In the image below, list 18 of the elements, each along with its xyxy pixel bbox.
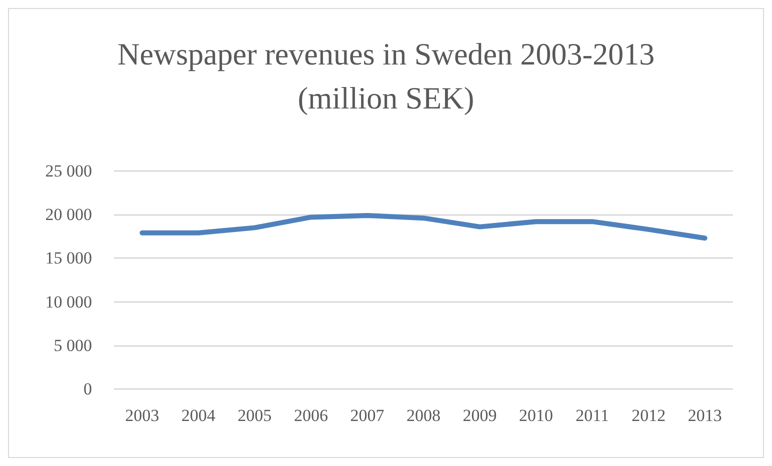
y-tick-label: 25 000	[45, 162, 92, 180]
x-tick-label: 2004	[181, 406, 216, 425]
x-tick-label: 2009	[462, 406, 497, 425]
y-tick-label: 20 000	[45, 205, 92, 224]
x-tick-label: 2006	[294, 406, 328, 425]
y-tick-label: 5 000	[54, 336, 92, 355]
y-tick-label: 0	[84, 380, 92, 398]
y-tick-label: 10 000	[45, 292, 92, 312]
x-tick-label: 2012	[632, 406, 666, 425]
x-tick-label: 2003	[125, 406, 160, 425]
x-tick-label: 2005	[238, 406, 272, 425]
x-tick-label: 2010	[519, 406, 554, 425]
y-tick-label: 15 000	[45, 248, 92, 268]
chart-title: Newspaper revenues in Sweden 2003-2013 (million SEK)	[117, 36, 655, 116]
x-tick-label: 2013	[688, 406, 722, 425]
x-tick-label: 2007	[350, 406, 385, 425]
x-tick-label: 2008	[406, 406, 440, 425]
x-tick-label: 2011	[576, 406, 610, 425]
